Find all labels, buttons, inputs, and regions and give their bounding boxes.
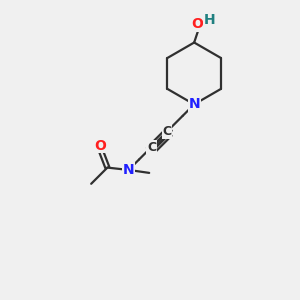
Text: N: N <box>188 98 200 111</box>
Text: O: O <box>191 17 203 31</box>
Text: H: H <box>204 14 216 27</box>
Text: O: O <box>94 139 106 152</box>
Text: C: C <box>147 140 156 154</box>
Text: C: C <box>163 125 172 138</box>
Text: N: N <box>123 163 134 177</box>
